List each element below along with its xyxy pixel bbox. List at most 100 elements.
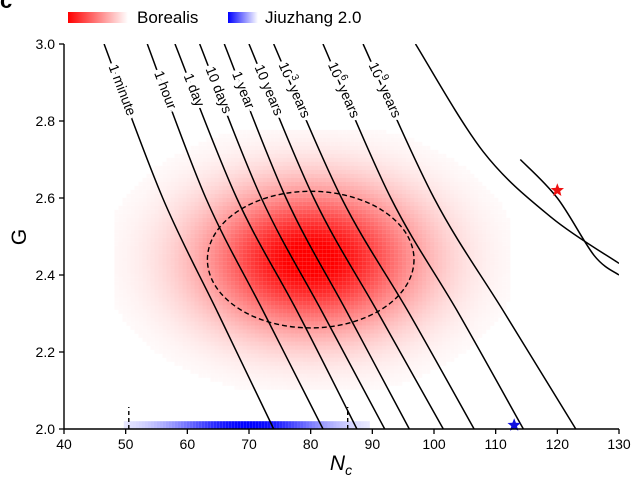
borealis-density-cell (326, 281, 331, 286)
borealis-density-cell (230, 329, 235, 334)
borealis-density-cell (358, 233, 363, 238)
borealis-density-cell (382, 213, 387, 218)
borealis-density-cell (326, 157, 331, 162)
borealis-density-cell (418, 221, 423, 226)
borealis-density-cell (446, 201, 451, 206)
borealis-density-cell (390, 277, 395, 282)
borealis-density-cell (394, 337, 399, 342)
borealis-density-cell (490, 277, 495, 282)
borealis-density-cell (182, 233, 187, 238)
borealis-density-cell (182, 325, 187, 330)
borealis-density-cell (190, 245, 195, 250)
borealis-density-cell (274, 209, 279, 214)
borealis-density-cell (130, 297, 135, 302)
borealis-density-cell (318, 329, 323, 334)
borealis-density-cell (378, 185, 383, 190)
borealis-density-cell (426, 154, 430, 158)
borealis-density-cell (122, 210, 126, 214)
borealis-density-cell (398, 301, 403, 306)
borealis-density-cell (302, 193, 307, 198)
borealis-density-cell (210, 273, 215, 278)
borealis-density-cell (358, 141, 363, 146)
borealis-density-cell (270, 153, 275, 158)
borealis-density-cell (298, 229, 303, 234)
borealis-density-cell (166, 301, 171, 306)
borealis-density-cell (186, 193, 191, 198)
borealis-density-cell (398, 201, 403, 206)
borealis-density-cell (254, 245, 259, 250)
borealis-density-cell (334, 253, 339, 258)
borealis-density-cell (182, 245, 187, 250)
borealis-density-cell (286, 149, 291, 154)
borealis-density-cell (162, 317, 167, 322)
borealis-density-cell (222, 241, 227, 246)
borealis-density-cell (306, 293, 311, 298)
borealis-density-cell (354, 197, 359, 202)
borealis-density-cell (178, 309, 183, 314)
borealis-density-cell (366, 265, 371, 270)
borealis-density-cell (334, 130, 338, 134)
borealis-density-cell (434, 257, 439, 262)
borealis-density-cell (198, 161, 203, 166)
borealis-density-cell (386, 245, 391, 250)
borealis-density-cell (290, 321, 295, 326)
legend-label-jiuzhang: Jiuzhang 2.0 (265, 8, 361, 27)
borealis-density-cell (246, 269, 251, 274)
borealis-density-cell (274, 317, 279, 322)
borealis-density-cell (318, 237, 323, 242)
borealis-density-cell (162, 313, 167, 318)
borealis-density-cell (318, 345, 323, 350)
borealis-density-cell (234, 181, 239, 186)
borealis-density-cell (266, 134, 270, 138)
borealis-density-cell (398, 221, 403, 226)
borealis-density-cell (178, 345, 183, 350)
borealis-density-cell (410, 217, 415, 222)
borealis-density-cell (278, 269, 283, 274)
borealis-density-cell (414, 153, 419, 158)
borealis-density-cell (450, 166, 454, 170)
borealis-density-cell (218, 205, 223, 210)
borealis-density-cell (442, 305, 447, 310)
borealis-density-cell (254, 209, 259, 214)
borealis-density-cell (278, 245, 283, 250)
borealis-density-cell (298, 261, 303, 266)
borealis-density-cell (210, 293, 215, 298)
borealis-density-cell (206, 325, 211, 330)
borealis-density-cell (206, 217, 211, 222)
borealis-density-cell (258, 233, 263, 238)
borealis-density-cell (298, 321, 303, 326)
borealis-density-cell (258, 181, 263, 186)
borealis-density-cell (386, 241, 391, 246)
borealis-density-cell (498, 270, 502, 274)
borealis-density-cell (174, 233, 179, 238)
borealis-density-cell (350, 253, 355, 258)
borealis-density-cell (218, 153, 223, 158)
borealis-density-cell (402, 317, 407, 322)
borealis-density-cell (402, 193, 407, 198)
borealis-density-cell (374, 297, 379, 302)
borealis-density-cell (238, 297, 243, 302)
borealis-density-cell (190, 297, 195, 302)
borealis-density-cell (458, 342, 462, 346)
borealis-density-cell (342, 321, 347, 326)
borealis-density-cell (270, 157, 275, 162)
borealis-density-cell (426, 325, 431, 330)
borealis-density-cell (338, 249, 343, 254)
legend-label-borealis: Borealis (137, 8, 198, 27)
borealis-density-cell (250, 249, 255, 254)
borealis-density-cell (286, 329, 291, 334)
borealis-density-cell (314, 341, 319, 346)
borealis-density-cell (226, 157, 231, 162)
borealis-density-cell (242, 345, 247, 350)
borealis-density-cell (262, 241, 267, 246)
borealis-density-cell (342, 237, 347, 242)
borealis-density-cell (414, 257, 419, 262)
borealis-density-cell (302, 245, 307, 250)
borealis-density-cell (302, 337, 307, 342)
borealis-density-cell (386, 285, 391, 290)
borealis-density-cell (338, 217, 343, 222)
borealis-density-cell (398, 313, 403, 318)
borealis-density-cell (142, 326, 146, 330)
borealis-density-cell (254, 221, 259, 226)
